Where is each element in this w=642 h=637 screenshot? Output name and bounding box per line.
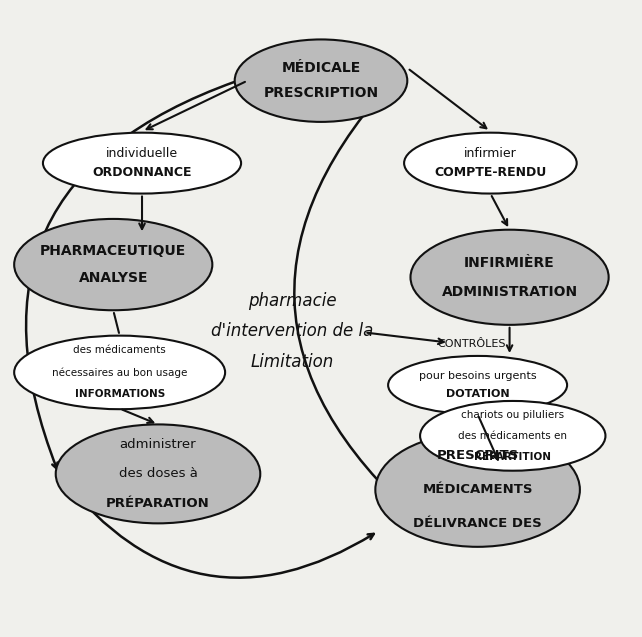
Text: administrer: administrer xyxy=(119,438,196,451)
Text: PRESCRIPTION: PRESCRIPTION xyxy=(263,86,379,100)
Text: ORDONNANCE: ORDONNANCE xyxy=(92,166,192,179)
Ellipse shape xyxy=(43,132,241,194)
Text: individuelle: individuelle xyxy=(106,148,178,161)
Text: des médicaments en: des médicaments en xyxy=(458,431,568,441)
Text: ADMINISTRATION: ADMINISTRATION xyxy=(442,285,578,299)
Text: MÉDICALE: MÉDICALE xyxy=(281,61,361,75)
Ellipse shape xyxy=(410,230,609,325)
Text: DOTATION: DOTATION xyxy=(446,389,509,399)
Text: des doses à: des doses à xyxy=(119,468,198,480)
Text: MÉDICAMENTS: MÉDICAMENTS xyxy=(422,483,533,496)
Text: pour besoins urgents: pour besoins urgents xyxy=(419,371,537,382)
Text: d'intervention de la: d'intervention de la xyxy=(211,322,374,340)
Text: Limitation: Limitation xyxy=(250,353,334,371)
Text: ANALYSE: ANALYSE xyxy=(78,271,148,285)
Text: chariots ou piluliers: chariots ou piluliers xyxy=(461,410,564,420)
Ellipse shape xyxy=(14,336,225,409)
Text: des médicaments: des médicaments xyxy=(73,345,166,355)
Ellipse shape xyxy=(420,401,605,471)
Ellipse shape xyxy=(14,219,213,310)
Text: PRÉPARATION: PRÉPARATION xyxy=(106,497,210,510)
Text: CONTRÔLES: CONTRÔLES xyxy=(437,339,505,349)
Text: DÉLIVRANCE DES: DÉLIVRANCE DES xyxy=(413,517,542,531)
Text: nécessaires au bon usage: nécessaires au bon usage xyxy=(52,367,187,378)
Ellipse shape xyxy=(404,132,577,194)
Text: INFIRMIÈRE: INFIRMIÈRE xyxy=(464,256,555,270)
Text: PHARMACEUTIQUE: PHARMACEUTIQUE xyxy=(40,244,186,258)
Text: infirmier: infirmier xyxy=(464,148,517,161)
Ellipse shape xyxy=(376,433,580,547)
Ellipse shape xyxy=(235,39,407,122)
Text: RÉPARTITION: RÉPARTITION xyxy=(474,452,551,462)
Text: pharmacie: pharmacie xyxy=(248,292,336,310)
Ellipse shape xyxy=(388,356,567,414)
Text: INFORMATIONS: INFORMATIONS xyxy=(74,389,165,399)
Text: COMPTE-RENDU: COMPTE-RENDU xyxy=(434,166,546,179)
Text: PRESCRITS: PRESCRITS xyxy=(437,449,519,462)
Ellipse shape xyxy=(56,424,260,524)
